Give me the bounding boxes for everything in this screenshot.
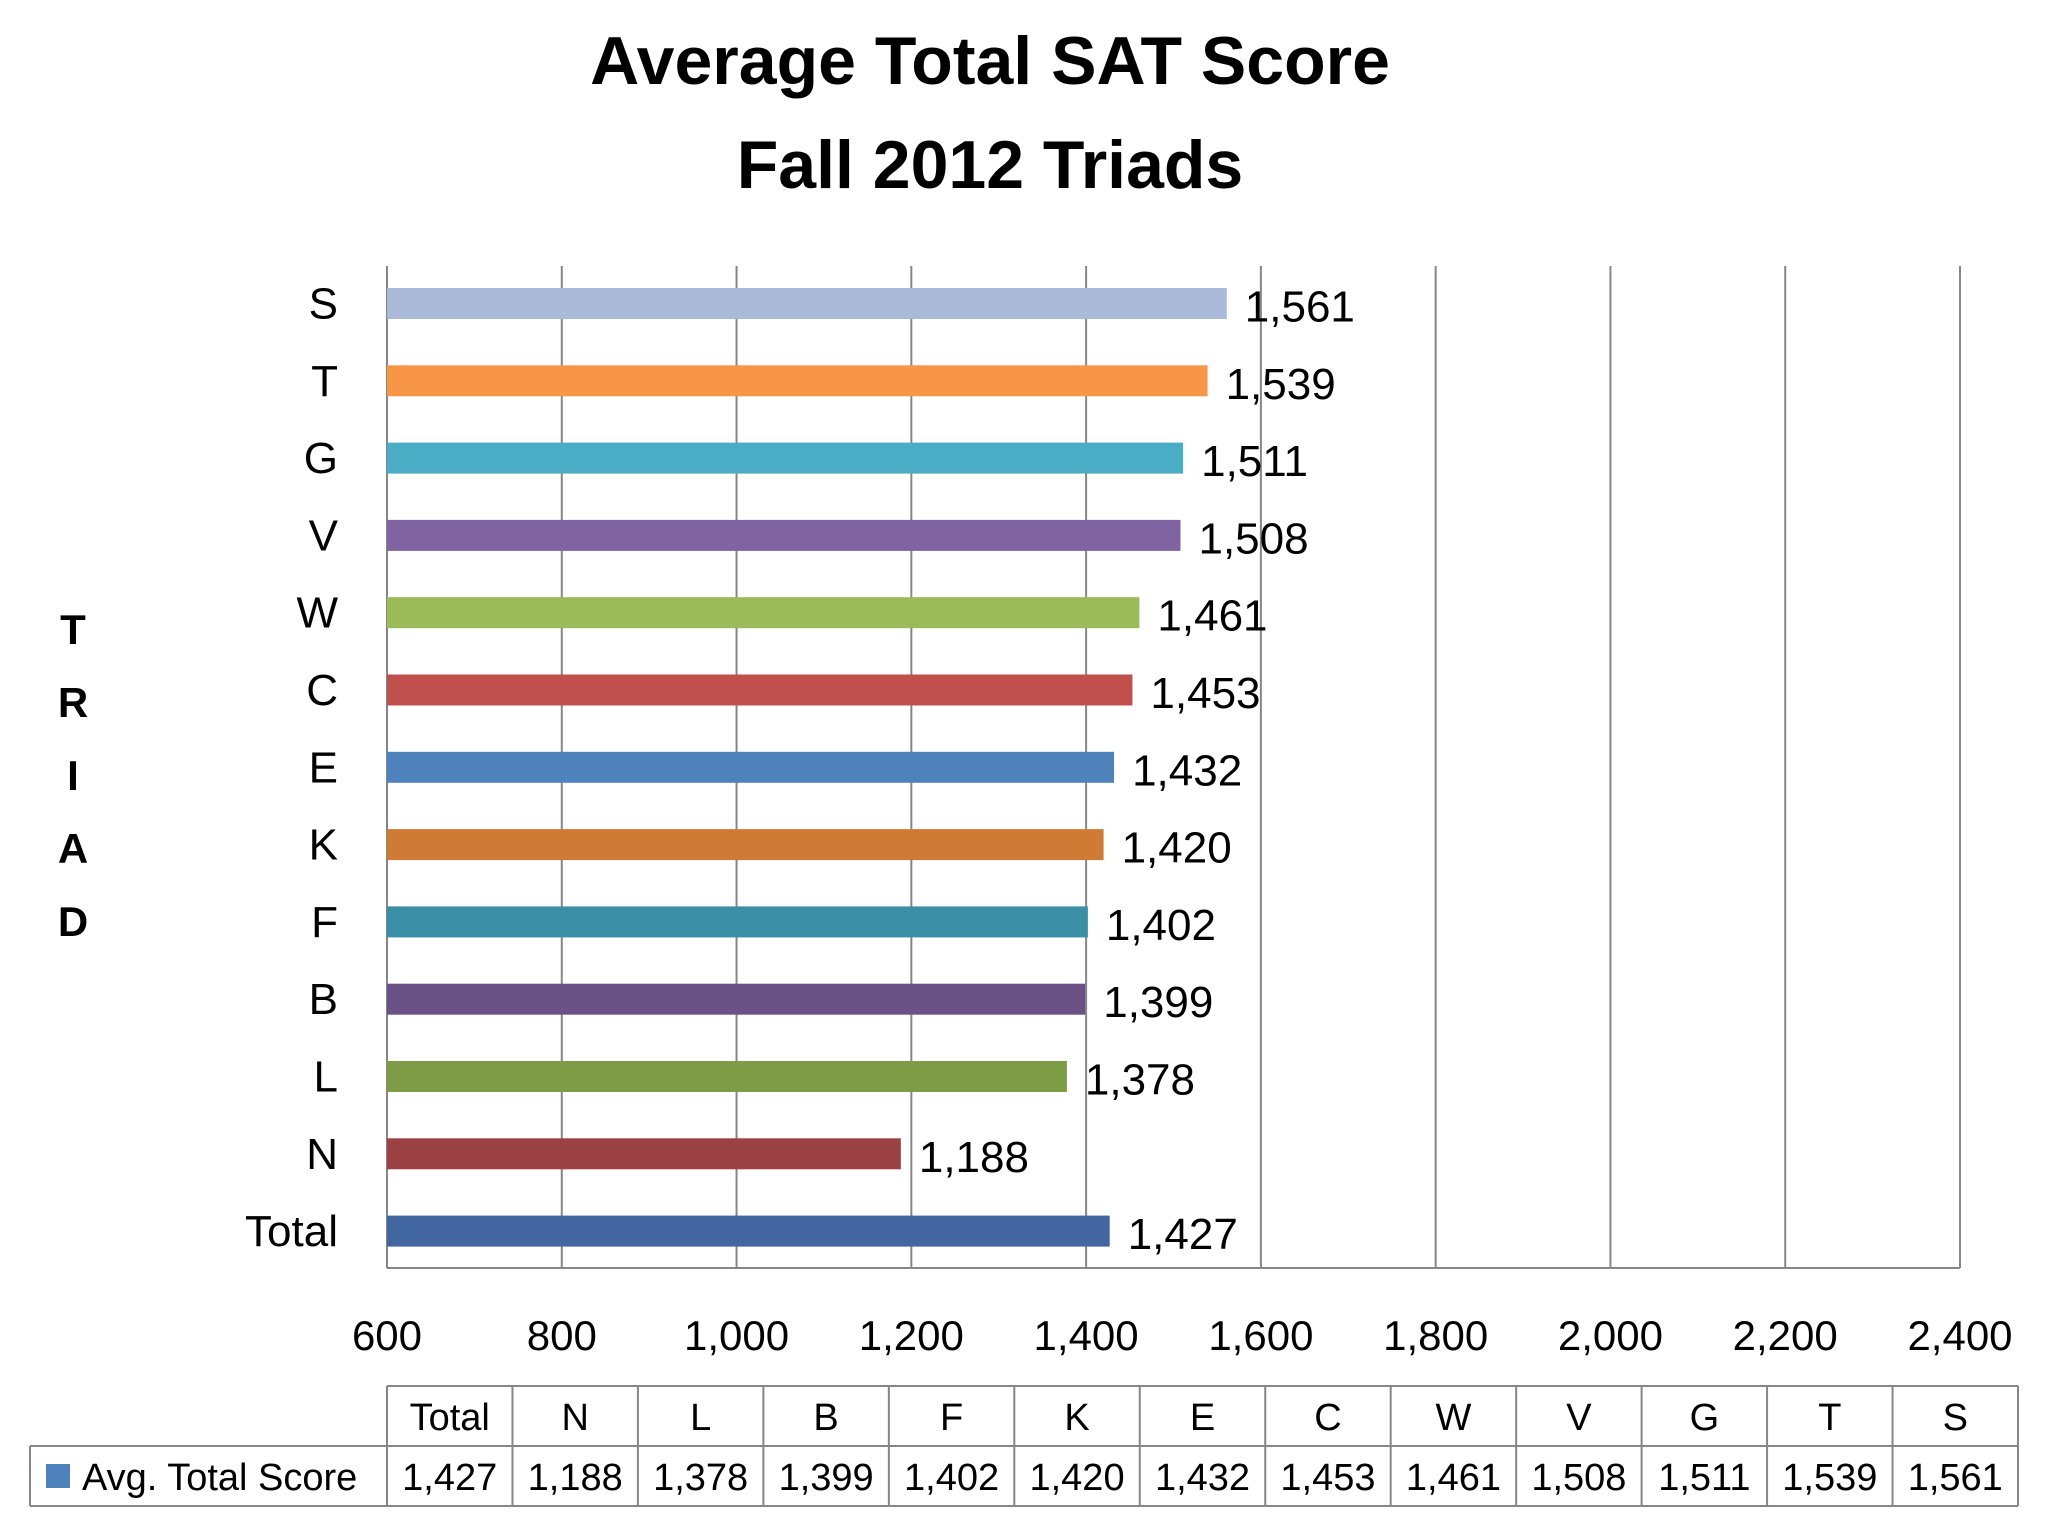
table-header-s: S bbox=[1943, 1397, 1968, 1439]
category-label-s: S bbox=[309, 280, 338, 329]
category-label-e: E bbox=[309, 743, 338, 792]
x-tick-label-0: 600 bbox=[352, 1312, 422, 1359]
table-header-k: K bbox=[1064, 1397, 1089, 1439]
table-cell-f: 1,402 bbox=[904, 1457, 999, 1499]
bar-k bbox=[387, 829, 1104, 861]
bar-total bbox=[387, 1215, 1110, 1247]
table-cell-w: 1,461 bbox=[1406, 1457, 1501, 1499]
table-header-n: N bbox=[561, 1397, 588, 1439]
x-tick-label-1: 800 bbox=[527, 1312, 597, 1359]
table-cell-v: 1,508 bbox=[1531, 1457, 1626, 1499]
category-label-f: F bbox=[311, 898, 338, 947]
x-tick-label-6: 1,800 bbox=[1383, 1312, 1488, 1359]
bar-f bbox=[387, 906, 1088, 938]
bar-t bbox=[387, 365, 1208, 397]
y-axis-title-letter-3: A bbox=[58, 825, 88, 872]
data-label-l: 1,378 bbox=[1085, 1056, 1195, 1105]
y-axis-title-letter-4: D bbox=[58, 898, 88, 945]
table-header-w: W bbox=[1435, 1397, 1471, 1439]
table-cell-k: 1,420 bbox=[1029, 1457, 1124, 1499]
y-axis-title-letter-2: I bbox=[67, 752, 79, 799]
bar-w bbox=[387, 597, 1140, 629]
data-label-t: 1,539 bbox=[1226, 360, 1336, 409]
table-header-f: F bbox=[940, 1397, 963, 1439]
bars bbox=[387, 288, 1227, 1247]
table-cell-n: 1,188 bbox=[528, 1457, 623, 1499]
data-label-c: 1,453 bbox=[1150, 669, 1260, 718]
category-label-t: T bbox=[311, 357, 338, 406]
data-label-s: 1,561 bbox=[1245, 283, 1355, 332]
bar-c bbox=[387, 674, 1133, 706]
table-cell-c: 1,453 bbox=[1280, 1457, 1375, 1499]
x-tick-label-3: 1,200 bbox=[859, 1312, 964, 1359]
table-cell-g: 1,511 bbox=[1658, 1457, 1750, 1499]
data-labels: 1,427 1,188 1,378 1,399 1,402 1,420 1,432 1,453… bbox=[919, 283, 1355, 1260]
table-row-label: Avg. Total Score bbox=[82, 1457, 357, 1499]
bar-l bbox=[387, 1061, 1067, 1092]
table-cell-b: 1,399 bbox=[779, 1457, 874, 1499]
category-label-c: C bbox=[306, 666, 338, 715]
bar-b bbox=[387, 983, 1086, 1015]
data-label-g: 1,511 bbox=[1201, 437, 1308, 486]
bar-s bbox=[387, 288, 1227, 319]
category-label-v: V bbox=[309, 511, 339, 560]
table-cell-t: 1,539 bbox=[1782, 1457, 1877, 1499]
x-tick-label-2: 1,000 bbox=[684, 1312, 789, 1359]
table-header-total: Total bbox=[410, 1397, 490, 1439]
category-label-g: G bbox=[304, 434, 338, 483]
x-tick-labels: 600 800 1,000 1,200 1,400 1,600 1,800 2,000 2,20… bbox=[352, 1312, 2013, 1359]
bar-v bbox=[387, 519, 1181, 551]
x-tick-label-4: 1,400 bbox=[1034, 1312, 1139, 1359]
chart-title-line-1: Average Total SAT Score bbox=[590, 23, 1390, 99]
category-label-total: Total bbox=[245, 1207, 338, 1256]
table-header-t: T bbox=[1818, 1397, 1841, 1439]
table-cell-total: 1,427 bbox=[402, 1457, 497, 1499]
bar-e bbox=[387, 751, 1115, 783]
category-label-k: K bbox=[309, 821, 338, 870]
table-cell-s: 1,561 bbox=[1908, 1457, 2003, 1499]
data-label-n: 1,188 bbox=[919, 1133, 1029, 1182]
data-label-total: 1,427 bbox=[1128, 1210, 1238, 1259]
category-label-b: B bbox=[309, 975, 338, 1024]
table-cell-l: 1,378 bbox=[653, 1457, 748, 1499]
table-header-c: C bbox=[1314, 1397, 1341, 1439]
data-label-b: 1,399 bbox=[1103, 978, 1213, 1027]
data-label-f: 1,402 bbox=[1106, 901, 1216, 950]
x-tick-label-7: 2,000 bbox=[1558, 1312, 1663, 1359]
table-header-v: V bbox=[1566, 1397, 1592, 1439]
category-label-l: L bbox=[314, 1053, 338, 1102]
data-label-e: 1,432 bbox=[1132, 746, 1242, 795]
y-axis-title-letter-0: T bbox=[60, 606, 86, 653]
x-tick-label-9: 2,400 bbox=[1907, 1312, 2012, 1359]
x-tick-label-5: 1,600 bbox=[1208, 1312, 1313, 1359]
table-header-e: E bbox=[1190, 1397, 1215, 1439]
category-label-n: N bbox=[306, 1130, 338, 1179]
bar-n bbox=[387, 1138, 901, 1170]
data-label-k: 1,420 bbox=[1122, 824, 1232, 873]
table-header-l: L bbox=[690, 1397, 711, 1439]
chart-title-line-2: Fall 2012 Triads bbox=[737, 127, 1244, 203]
data-label-w: 1,461 bbox=[1157, 592, 1267, 641]
table-cell-e: 1,432 bbox=[1155, 1457, 1250, 1499]
table-header-b: B bbox=[813, 1397, 838, 1439]
x-tick-label-8: 2,200 bbox=[1733, 1312, 1838, 1359]
table-header-g: G bbox=[1690, 1397, 1720, 1439]
data-table: Total N L B F K E C W V G T S 1,427 1,188 1,378 1,399 1,4… bbox=[29, 1385, 2019, 1507]
data-label-v: 1,508 bbox=[1198, 514, 1308, 563]
bar-g bbox=[387, 442, 1184, 474]
y-axis-title-letter-1: R bbox=[58, 679, 88, 726]
category-label-w: W bbox=[296, 589, 338, 638]
legend-swatch bbox=[46, 1464, 70, 1488]
